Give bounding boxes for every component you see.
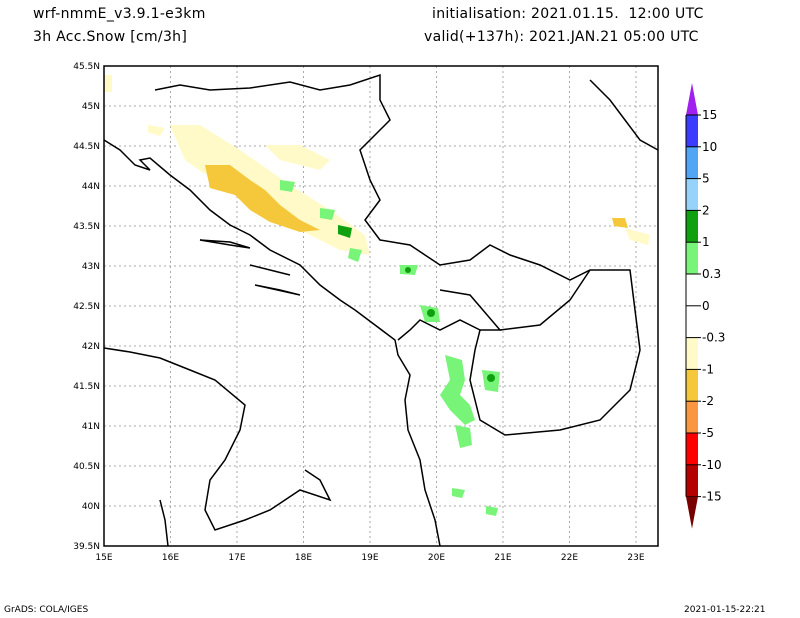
precip-area — [486, 506, 498, 516]
precip-area-strong — [405, 267, 411, 273]
plot-frame — [103, 65, 659, 547]
precip-area — [320, 208, 335, 220]
lon-tick-label: 18E — [295, 553, 312, 563]
snow-fields — [104, 75, 650, 516]
lat-tick-label: 40N — [82, 502, 100, 512]
snow-area-light — [170, 125, 370, 255]
legend-label: 0 — [702, 299, 710, 313]
lon-tick-label: 19E — [361, 553, 378, 563]
precip-area-strong — [427, 309, 435, 317]
legend-label: 5 — [702, 172, 710, 186]
precip-area — [280, 180, 295, 192]
lon-tick-label: 15E — [95, 553, 112, 563]
snow-area-light — [265, 145, 330, 170]
legend-swatch — [686, 305, 698, 338]
legend-label: 1 — [702, 235, 710, 249]
legend-swatch — [686, 337, 698, 370]
precip-area — [452, 488, 465, 498]
lon-tick-label: 21E — [494, 553, 511, 563]
grid-lines — [104, 66, 658, 546]
lon-tick-label: 22E — [561, 553, 578, 563]
legend-label: 10 — [702, 140, 717, 154]
lat-tick-label: 45N — [82, 102, 100, 112]
lat-tick-label: 43.5N — [73, 222, 100, 232]
colorbar-legend: 15 10 5 2 1 0.3 0 -0.3 -1 -2 -5 -10 -15 — [685, 83, 725, 529]
legend-label: -2 — [702, 394, 714, 408]
initialisation-time: initialisation: 2021.01.15. 12:00 UTC — [432, 6, 704, 22]
lat-tick-label: 42.5N — [73, 302, 100, 312]
precip-area — [440, 355, 475, 425]
snow-area-medium — [612, 218, 628, 228]
snow-area-light — [625, 228, 650, 245]
legend-label: -1 — [702, 362, 714, 376]
precip-area — [455, 425, 472, 448]
legend-swatch — [686, 178, 698, 211]
lat-tick-label: 44N — [82, 182, 100, 192]
lat-tick-label: 41.5N — [73, 382, 100, 392]
variable-title: 3h Acc.Snow [cm/3h] — [33, 29, 188, 45]
legend-label: 15 — [702, 108, 717, 122]
legend-swatch — [686, 242, 698, 274]
legend-top-arrow — [686, 83, 698, 115]
lat-tick-label: 43N — [82, 262, 100, 272]
lat-tick-label: 45.5N — [73, 62, 100, 72]
lon-tick-label: 16E — [162, 553, 179, 563]
lon-tick-label: 23E — [627, 553, 644, 563]
legend-label: 0.3 — [702, 267, 721, 281]
legend-swatch — [686, 274, 698, 306]
precip-area-strong — [487, 374, 495, 382]
lat-tick-label: 40.5N — [73, 462, 100, 472]
lat-tick-label: 41N — [82, 422, 100, 432]
lat-tick-label: 44.5N — [73, 142, 100, 152]
lon-tick-label: 20E — [428, 553, 445, 563]
snow-area-light — [148, 125, 165, 136]
valid-time: valid(+137h): 2021.JAN.21 05:00 UTC — [424, 29, 699, 45]
legend-label: -10 — [702, 458, 722, 472]
legend-swatch — [686, 369, 698, 402]
legend-label: -5 — [702, 426, 714, 440]
model-title: wrf-nmmE_v3.9.1-e3km — [33, 6, 206, 22]
legend-swatch — [686, 210, 698, 243]
legend-swatch — [686, 115, 698, 147]
lat-tick-label: 39.5N — [73, 542, 100, 552]
snow-area-medium — [205, 165, 320, 232]
legend-label: -15 — [702, 490, 722, 504]
footer-credit: GrADS: COLA/IGES — [4, 605, 89, 615]
precip-area — [338, 225, 352, 238]
legend-label: 2 — [702, 203, 710, 217]
legend-swatch — [686, 401, 698, 433]
footer-timestamp: 2021-01-15-22:21 — [684, 605, 766, 615]
lon-tick-label: 17E — [228, 553, 245, 563]
legend-label: -0.3 — [702, 331, 725, 345]
lat-tick-label: 42N — [82, 342, 100, 352]
coastlines-and-borders — [103, 73, 659, 547]
legend-swatch — [686, 433, 698, 465]
snow-area-light — [104, 75, 112, 92]
precip-area — [348, 248, 362, 262]
legend-bottom-arrow — [686, 496, 698, 529]
legend-swatch — [686, 464, 698, 497]
legend-swatch — [686, 146, 698, 179]
